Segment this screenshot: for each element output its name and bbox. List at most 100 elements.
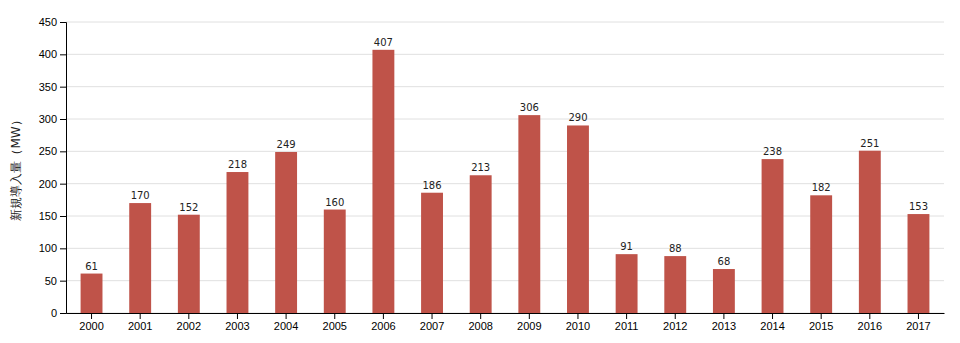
- x-tick-mark: [334, 313, 335, 319]
- bar: [421, 193, 443, 313]
- grid-line: [66, 54, 944, 55]
- y-tick-label: 300: [39, 113, 57, 125]
- x-tick: 2017: [906, 313, 930, 332]
- y-tick-mark: [60, 248, 66, 249]
- x-tick-mark: [675, 313, 676, 319]
- x-tick-label: 2005: [323, 320, 347, 332]
- x-tick: 2001: [128, 313, 152, 332]
- data-label: 249: [277, 139, 296, 150]
- grid-line: [66, 119, 944, 120]
- bar: [664, 256, 686, 313]
- x-tick: 2016: [858, 313, 882, 332]
- bar: [518, 115, 540, 313]
- y-tick-mark: [60, 54, 66, 55]
- y-tick: 350: [39, 81, 66, 93]
- x-tick: 2014: [760, 313, 784, 332]
- y-tick: 0: [51, 307, 66, 319]
- x-tick: 2006: [371, 313, 395, 332]
- data-label: 91: [620, 241, 633, 252]
- y-tick-mark: [60, 22, 66, 23]
- x-tick: 2011: [615, 313, 639, 332]
- x-tick-label: 2007: [420, 320, 444, 332]
- x-tick: 2009: [517, 313, 541, 332]
- x-tick-label: 2000: [79, 320, 103, 332]
- bar: [81, 274, 103, 313]
- y-tick: 100: [39, 242, 66, 254]
- data-labels: 6117015221824916040718621330629091886823…: [85, 37, 928, 272]
- x-tick: 2002: [177, 313, 201, 332]
- bar: [713, 269, 735, 313]
- x-tick-mark: [480, 313, 481, 319]
- bar: [470, 175, 492, 313]
- data-label: 238: [763, 146, 782, 157]
- y-tick-label: 450: [39, 16, 57, 28]
- x-tick-label: 2009: [517, 320, 541, 332]
- bar: [616, 254, 638, 313]
- y-tick-label: 350: [39, 81, 57, 93]
- x-tick-label: 2017: [906, 320, 930, 332]
- x-tick-mark: [140, 313, 141, 319]
- data-label: 218: [228, 159, 247, 170]
- x-tick-mark: [772, 313, 773, 319]
- x-tick-mark: [286, 313, 287, 319]
- data-label: 186: [422, 180, 441, 191]
- data-label: 290: [568, 112, 587, 123]
- x-tick: 2005: [323, 313, 347, 332]
- y-tick-mark: [60, 119, 66, 120]
- x-tick: 2003: [225, 313, 249, 332]
- y-axis: 050100150200250300350400450: [39, 16, 67, 319]
- y-tick: 50: [45, 275, 66, 287]
- y-tick-mark: [60, 313, 66, 314]
- x-tick: 2010: [566, 313, 590, 332]
- x-tick: 2007: [420, 313, 444, 332]
- bar: [178, 215, 200, 313]
- y-tick-mark: [60, 151, 66, 152]
- y-tick-mark: [60, 216, 66, 217]
- y-tick-label: 0: [51, 307, 57, 319]
- x-tick-mark: [821, 313, 822, 319]
- data-label: 160: [325, 197, 344, 208]
- y-axis-title: 新規導入量（MW）: [9, 114, 23, 220]
- x-tick-label: 2006: [371, 320, 395, 332]
- x-tick-label: 2013: [712, 320, 736, 332]
- y-tick-label: 50: [45, 275, 57, 287]
- y-tick: 250: [39, 145, 66, 157]
- data-label: 407: [374, 37, 393, 48]
- y-tick-mark: [60, 281, 66, 282]
- bar: [227, 172, 249, 313]
- x-tick-mark: [383, 313, 384, 319]
- x-tick-mark: [577, 313, 578, 319]
- x-tick-label: 2014: [760, 320, 784, 332]
- data-label: 68: [718, 256, 731, 267]
- bar: [129, 203, 151, 313]
- x-tick-label: 2004: [274, 320, 298, 332]
- bar: [567, 125, 589, 313]
- x-tick: 2015: [809, 313, 833, 332]
- data-label: 182: [812, 182, 831, 193]
- y-tick-label: 100: [39, 242, 57, 254]
- y-tick: 300: [39, 113, 66, 125]
- y-tick-label: 250: [39, 145, 57, 157]
- bar: [372, 50, 394, 313]
- data-label: 170: [131, 190, 150, 201]
- bar: [762, 159, 784, 313]
- chart-svg: 0501001502002503003504004502000200120022…: [0, 0, 960, 343]
- x-tick-label: 2002: [177, 320, 201, 332]
- x-tick-label: 2008: [468, 320, 492, 332]
- grid-line: [66, 86, 944, 87]
- x-tick-label: 2015: [809, 320, 833, 332]
- bar: [275, 152, 297, 313]
- grid-line: [66, 22, 944, 23]
- chart-container: 0501001502002503003504004502000200120022…: [0, 0, 960, 343]
- x-tick-label: 2012: [663, 320, 687, 332]
- x-tick-mark: [188, 313, 189, 319]
- x-tick-label: 2010: [566, 320, 590, 332]
- data-label: 306: [520, 102, 539, 113]
- y-axis-line: [60, 23, 67, 314]
- bar: [908, 214, 930, 313]
- y-tick: 200: [39, 178, 66, 190]
- x-axis-line: [67, 313, 945, 314]
- x-tick-label: 2001: [128, 320, 152, 332]
- grid-line: [66, 151, 944, 152]
- bars: [81, 50, 930, 313]
